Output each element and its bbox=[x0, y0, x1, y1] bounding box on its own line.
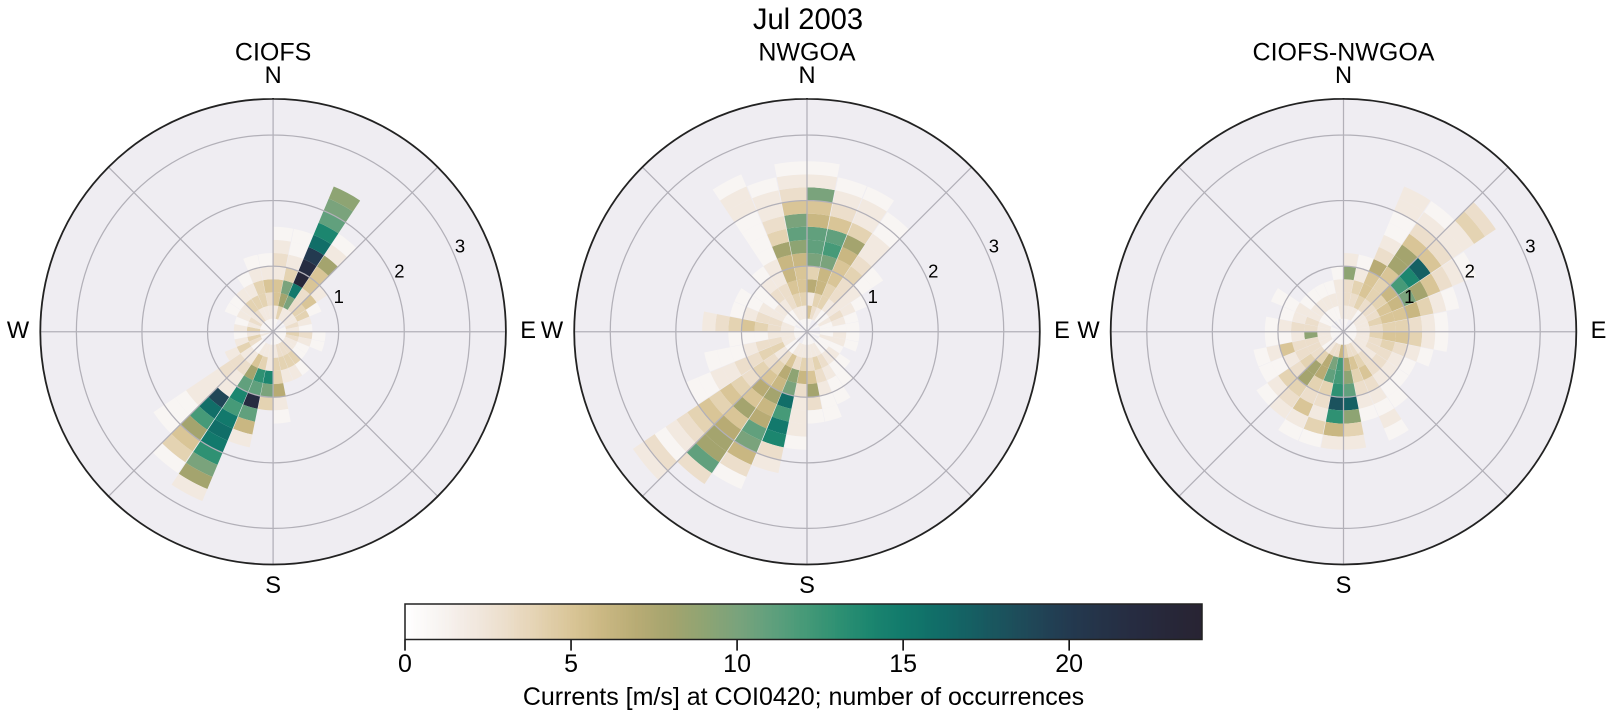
svg-text:NWGOA: NWGOA bbox=[758, 38, 856, 66]
svg-text:1: 1 bbox=[868, 286, 878, 307]
svg-text:3: 3 bbox=[1525, 236, 1535, 257]
svg-text:E: E bbox=[1054, 318, 1070, 344]
svg-text:2: 2 bbox=[928, 261, 938, 282]
svg-text:S: S bbox=[1336, 573, 1352, 599]
svg-text:N: N bbox=[265, 63, 282, 89]
svg-text:3: 3 bbox=[989, 236, 999, 257]
svg-text:E: E bbox=[520, 318, 536, 344]
svg-text:15: 15 bbox=[889, 650, 917, 678]
svg-text:1: 1 bbox=[1404, 286, 1414, 307]
svg-text:W: W bbox=[1077, 318, 1100, 344]
svg-text:0: 0 bbox=[398, 650, 412, 678]
svg-text:Jul 2003: Jul 2003 bbox=[753, 4, 863, 36]
svg-text:Currents [m/s] at COI0420; num: Currents [m/s] at COI0420; number of occ… bbox=[523, 683, 1084, 711]
svg-text:10: 10 bbox=[723, 650, 751, 678]
svg-text:N: N bbox=[1335, 63, 1352, 89]
svg-text:S: S bbox=[265, 573, 281, 599]
svg-text:2: 2 bbox=[1465, 261, 1475, 282]
svg-text:2: 2 bbox=[394, 261, 404, 282]
svg-text:W: W bbox=[7, 318, 30, 344]
svg-text:E: E bbox=[1591, 318, 1607, 344]
svg-text:S: S bbox=[799, 573, 815, 599]
svg-text:5: 5 bbox=[564, 650, 578, 678]
svg-text:CIOFS-NWGOA: CIOFS-NWGOA bbox=[1253, 38, 1435, 66]
svg-text:N: N bbox=[798, 63, 815, 89]
svg-text:CIOFS: CIOFS bbox=[235, 38, 311, 66]
svg-text:3: 3 bbox=[455, 236, 465, 257]
svg-text:W: W bbox=[541, 318, 564, 344]
svg-text:20: 20 bbox=[1055, 650, 1083, 678]
svg-text:1: 1 bbox=[334, 286, 344, 307]
